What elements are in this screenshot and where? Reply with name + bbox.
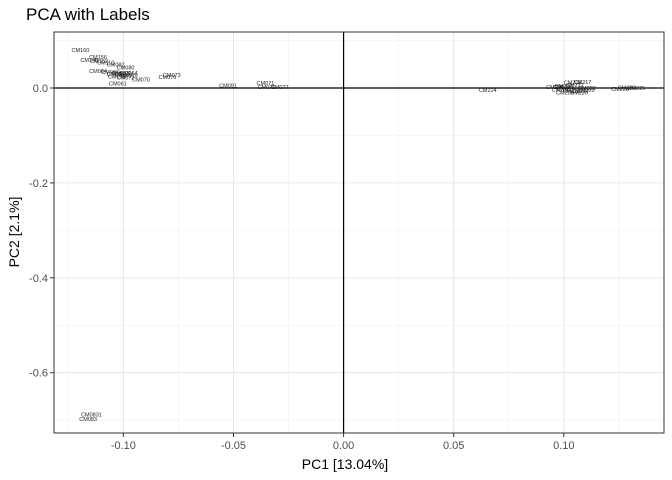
- point-label: CM152: [90, 59, 108, 65]
- y-tick-label: -0.4: [29, 273, 48, 285]
- point-label: CM225: [628, 86, 646, 92]
- point-label: CM073: [107, 72, 125, 78]
- y-axis-ticks: 0.0 -0.2 -0.4 -0.6: [29, 83, 54, 380]
- point-label: CM227: [571, 89, 589, 95]
- plot-panel-border: [53, 31, 665, 434]
- reference-lines: [54, 32, 664, 433]
- point-label: CM228: [611, 87, 629, 93]
- point-label: CM226: [570, 90, 588, 96]
- point-label: CM083: [79, 417, 97, 423]
- point-label: CM077: [112, 71, 130, 77]
- point-label: CM212: [566, 83, 584, 89]
- point-label: CM222: [578, 86, 596, 92]
- x-tick-label: -0.10: [111, 440, 136, 452]
- x-tick-label: 0.05: [443, 440, 464, 452]
- x-axis-title: PC1 [13.04%]: [302, 456, 388, 472]
- point-label: CM061: [109, 82, 127, 88]
- point-label: CM071: [257, 81, 275, 87]
- point-label: CM220: [577, 88, 595, 94]
- point-label: CM205: [546, 85, 564, 91]
- point-label: CM079: [120, 74, 138, 80]
- x-tick-label: 0.00: [333, 440, 354, 452]
- point-label: CM0831: [81, 412, 102, 418]
- point-label: CM201: [552, 87, 570, 93]
- chart-title: PCA with Labels: [26, 5, 150, 24]
- point-label: CM110: [97, 60, 114, 66]
- point-label: CM066: [101, 70, 119, 76]
- y-tick-label: 0.0: [33, 83, 48, 95]
- point-label: CM080: [117, 66, 135, 72]
- point-label: CM213: [563, 88, 581, 94]
- point-label: CM209: [556, 90, 574, 96]
- point-label: CM073: [163, 73, 181, 79]
- y-tick-label: -0.6: [29, 368, 48, 380]
- point-label: CM070: [132, 77, 150, 83]
- minor-gridlines: [54, 32, 664, 433]
- point-label: CM091: [219, 84, 237, 90]
- point-label: CM076: [258, 85, 276, 91]
- point-label: CM217: [574, 80, 592, 86]
- point-label: CM077: [271, 85, 289, 91]
- point-label: CM069: [115, 73, 133, 79]
- y-tick-label: -0.2: [29, 178, 48, 190]
- point-label: CM075: [108, 75, 126, 81]
- point-label: CM208: [564, 80, 582, 86]
- point-label: CM156: [89, 55, 107, 61]
- point-label: CM160: [72, 48, 90, 54]
- point-label: CM207: [555, 84, 573, 90]
- point-label: CM072: [117, 76, 135, 82]
- point-label: CM076: [159, 75, 177, 81]
- point-label: CM224: [479, 88, 497, 94]
- point-label: CM230: [618, 86, 636, 92]
- point-label: CM229: [557, 86, 575, 92]
- point-label: CM148: [80, 58, 98, 64]
- point-label: CM084: [89, 69, 107, 75]
- x-axis-ticks: -0.10 -0.05 0.00 0.05 0.10: [111, 433, 575, 452]
- point-label: CM203: [553, 85, 571, 91]
- x-tick-label: -0.05: [221, 440, 246, 452]
- point-label: CM064: [120, 71, 138, 77]
- point-label: CM082: [107, 62, 125, 68]
- x-tick-label: 0.10: [553, 440, 574, 452]
- y-axis-title: PC2 [2.1%]: [6, 197, 22, 268]
